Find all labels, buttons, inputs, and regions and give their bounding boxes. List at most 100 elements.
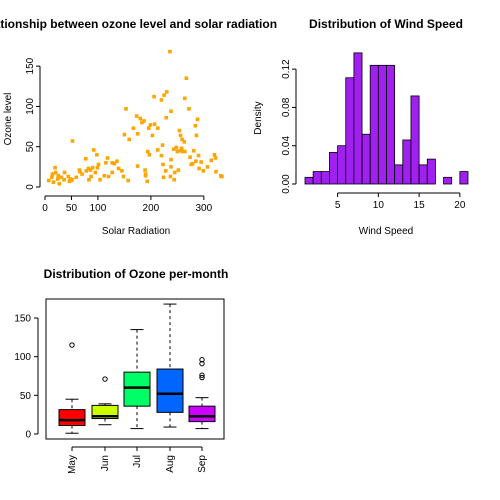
scatter-point — [171, 147, 176, 151]
scatter-point — [184, 76, 189, 81]
histogram-y-tick-label: 0.00 — [281, 174, 292, 194]
boxplot-box — [156, 368, 184, 413]
scatter-point — [86, 166, 91, 171]
scatter-point — [124, 107, 128, 111]
scatter-y-tick-label: 100 — [25, 98, 36, 115]
scatter-point — [89, 174, 93, 179]
scatter-point — [180, 149, 185, 154]
scatter-point — [196, 153, 201, 158]
scatter-x-tick-label: 50 — [66, 203, 78, 214]
scatter-point — [220, 174, 224, 179]
boxplot-outlier — [199, 357, 205, 363]
scatter-point — [205, 165, 210, 169]
scatter-point — [110, 170, 115, 175]
scatter-point — [152, 122, 157, 126]
scatter-point — [168, 49, 172, 54]
scatter-x-tick-label: 200 — [143, 203, 160, 214]
scatter-point — [213, 156, 218, 160]
scatter-point — [160, 143, 165, 147]
boxplot-box — [188, 405, 216, 423]
scatter-point — [182, 96, 187, 101]
scatter-point — [50, 175, 54, 180]
scatter-point — [119, 169, 124, 173]
scatter-point — [135, 132, 140, 136]
scatter-point — [112, 161, 117, 166]
scatter-point — [98, 177, 102, 182]
histogram-bar — [312, 171, 322, 185]
scatter-point — [102, 173, 107, 178]
scatter-point — [46, 178, 51, 183]
boxplot-outlier — [199, 372, 205, 378]
histogram-bar — [402, 139, 412, 185]
scatter-point — [56, 173, 61, 178]
histogram-panel: Distribution of Wind Speed 5 10 15 20 0.00 0.… — [253, 17, 469, 237]
scatter-point — [143, 168, 147, 172]
scatter-x-tick-label: 0 — [42, 203, 48, 214]
histogram-bar — [361, 133, 371, 185]
scatter-point — [197, 166, 201, 171]
scatter-point — [95, 152, 99, 157]
scatter-point — [193, 123, 198, 128]
scatter-x-tick-label: 100 — [90, 203, 107, 214]
scatter-point — [182, 149, 187, 154]
boxplot-y-tick-label: 0 — [25, 430, 31, 441]
histogram-x-label: Wind Speed — [359, 226, 413, 237]
scatter-point — [53, 170, 58, 175]
scatter-point — [150, 133, 155, 138]
scatter-point — [127, 137, 131, 142]
scatter-point — [83, 156, 88, 161]
scatter-point — [88, 168, 93, 172]
scatter-point — [80, 172, 84, 176]
scatter-point — [134, 114, 139, 118]
histogram-x-tick-label: 20 — [454, 200, 466, 211]
histogram-bar — [345, 77, 355, 185]
scatter-point — [161, 175, 166, 180]
scatter-point — [162, 93, 166, 97]
scatter-y-tick-label: 150 — [25, 57, 36, 74]
boxplot-x-tick-label: Jul — [132, 455, 143, 468]
scatter-point — [121, 174, 126, 179]
histogram-bar — [304, 176, 314, 185]
scatter-point — [84, 169, 89, 173]
boxplot-x-tick-label: Jun — [100, 455, 111, 471]
scatter-point — [95, 165, 100, 170]
scatter-point — [96, 162, 101, 167]
histogram-y-label: Density — [253, 101, 264, 134]
scatter-point — [105, 156, 110, 160]
boxplot-outlier — [199, 360, 205, 367]
scatter-point — [93, 170, 98, 175]
scatter-point — [161, 162, 165, 167]
scatter-point — [53, 165, 57, 170]
scatter-x-label: Solar Radiation — [102, 226, 170, 237]
scatter-point — [115, 159, 119, 164]
scatter-point — [159, 98, 164, 102]
scatter-point — [126, 178, 130, 183]
histogram-bar — [394, 164, 404, 185]
scatter-point — [172, 177, 176, 182]
histogram-bar — [337, 145, 347, 185]
scatter-y-label: Ozone level — [3, 93, 14, 146]
scatter-point — [142, 119, 146, 123]
scatter-point — [138, 116, 143, 121]
scatter-point — [159, 153, 164, 158]
scatter-point — [87, 177, 91, 182]
scatter-point — [188, 155, 192, 159]
scatter-y-tick-label: 50 — [25, 141, 36, 153]
scatter-point — [209, 158, 214, 163]
scatter-point — [164, 90, 169, 94]
histogram-y-tick-label: 0.08 — [281, 97, 292, 117]
scatter-point — [190, 161, 195, 166]
boxplot-outlier — [199, 374, 205, 381]
boxplot-boxes — [58, 303, 216, 434]
scatter-point — [104, 161, 108, 165]
scatter-point — [110, 161, 115, 165]
scatter-point — [179, 146, 184, 151]
scatter-point — [62, 170, 67, 175]
scatter-point — [155, 148, 160, 152]
boxplot-y-tick-label: 50 — [20, 391, 32, 402]
scatter-point — [66, 174, 71, 179]
boxplot-outlier — [69, 342, 75, 348]
scatter-axes: 0 50 100 200 300 0 50 100 150 — [25, 57, 213, 214]
scatter-point — [148, 123, 153, 127]
histogram-y-tick-label: 0.12 — [281, 59, 292, 79]
